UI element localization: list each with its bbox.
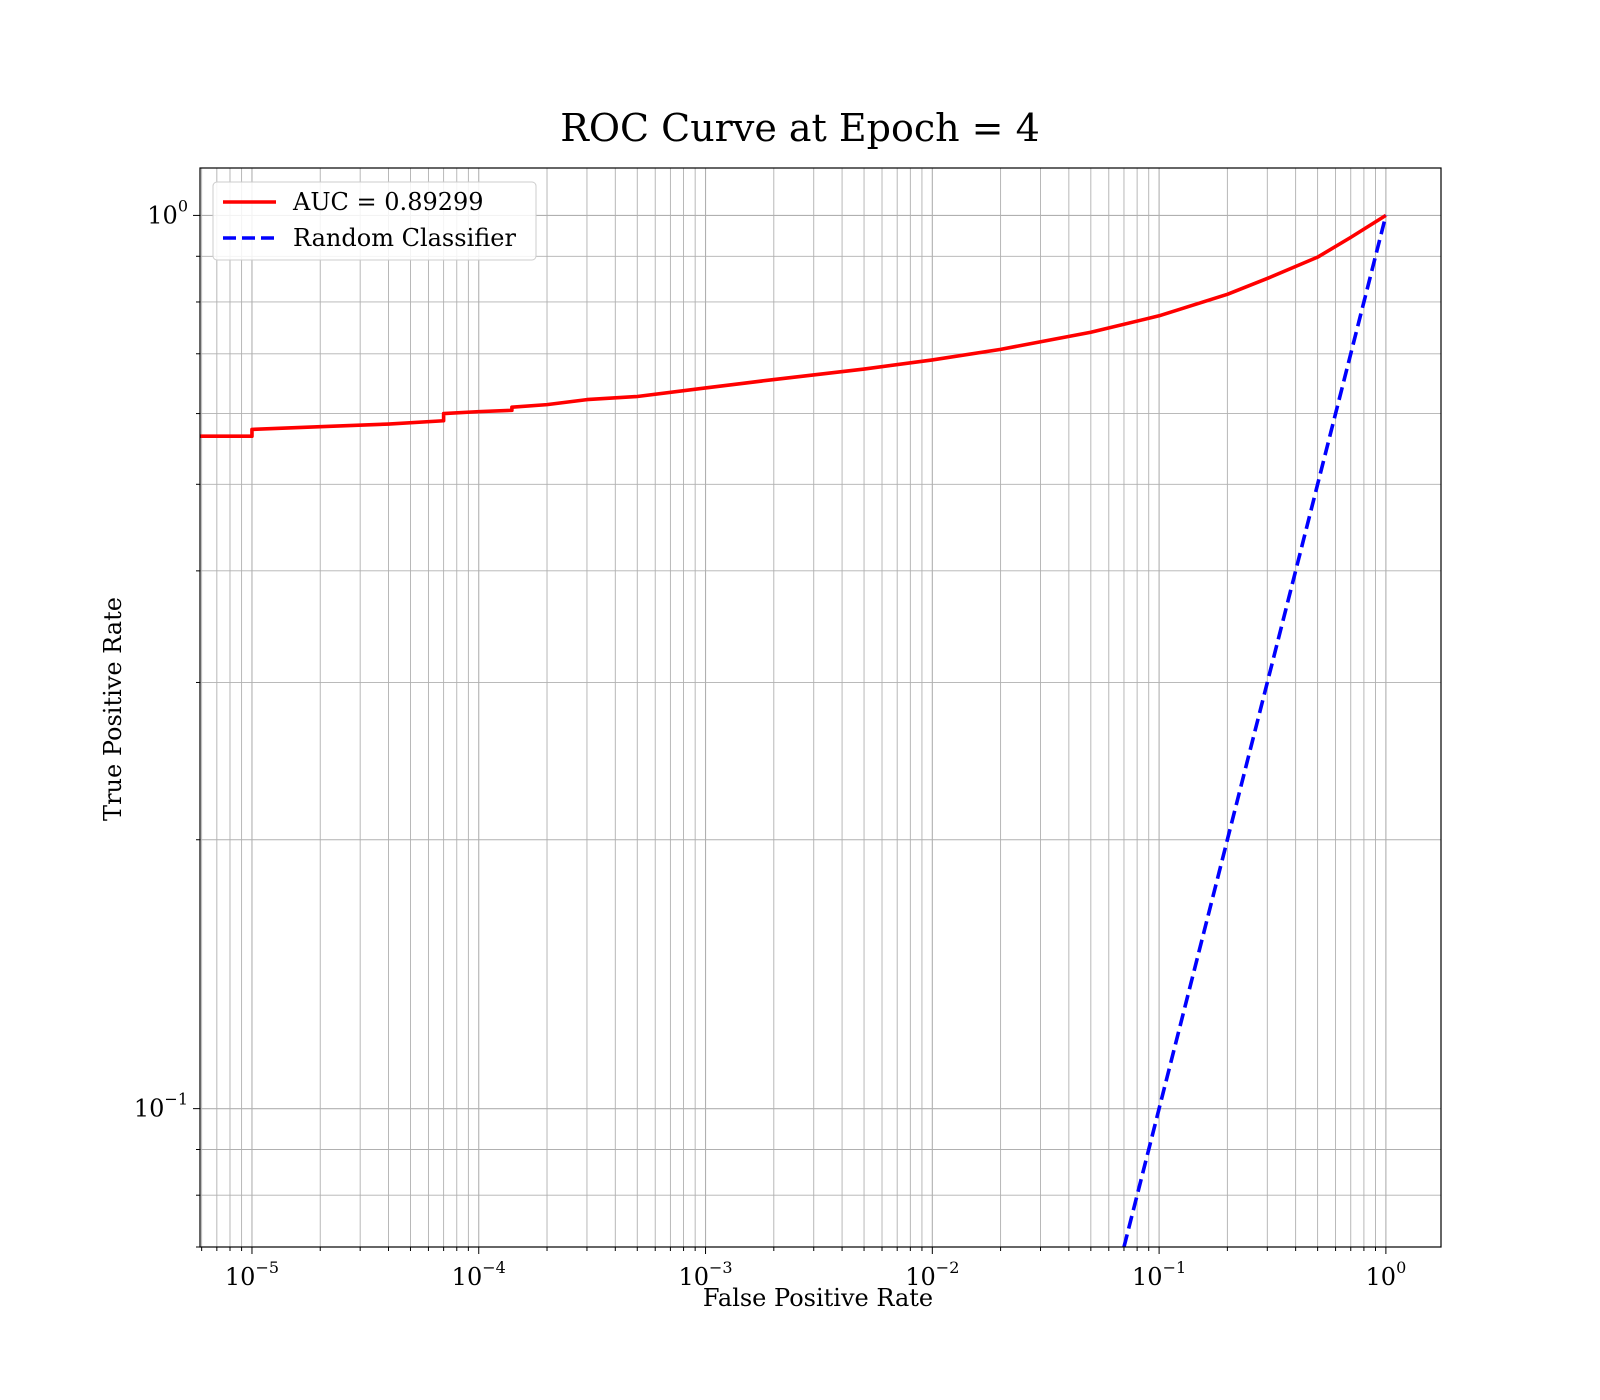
legend-label: Random Classifier: [293, 224, 516, 252]
x-tick-label: 10−2: [905, 1258, 959, 1291]
plot-area: [200, 168, 1441, 1247]
x-tick-label: 10−5: [225, 1258, 279, 1291]
y-tick-label: 100: [147, 196, 188, 229]
x-axis-label: False Positive Rate: [703, 1284, 933, 1312]
legend: AUC = 0.89299 Random Classifier: [212, 181, 537, 261]
y-axis-label: True Positive Rate: [99, 597, 127, 821]
legend-box: [212, 181, 537, 261]
legend-label: AUC = 0.89299: [292, 188, 484, 216]
random-classifier-line: [1122, 214, 1388, 1247]
chart-title: ROC Curve at Epoch = 4: [560, 106, 1040, 150]
tick-labels: 10−5 10−4 10−3 10−2 10−1 100 10−1 100: [134, 196, 1406, 1291]
y-tick-label: 10−1: [134, 1090, 188, 1123]
tick-marks: [193, 214, 1387, 1254]
x-tick-label: 100: [1366, 1258, 1407, 1291]
x-tick-label: 10−3: [678, 1258, 732, 1291]
axes-frame: [199, 167, 1442, 1248]
x-tick-label: 10−1: [1132, 1258, 1186, 1291]
grid-lines: [200, 168, 1441, 1248]
x-tick-label: 10−4: [452, 1258, 506, 1291]
roc-curve-line: [200, 213, 1387, 439]
series-lines: [200, 213, 1388, 1247]
